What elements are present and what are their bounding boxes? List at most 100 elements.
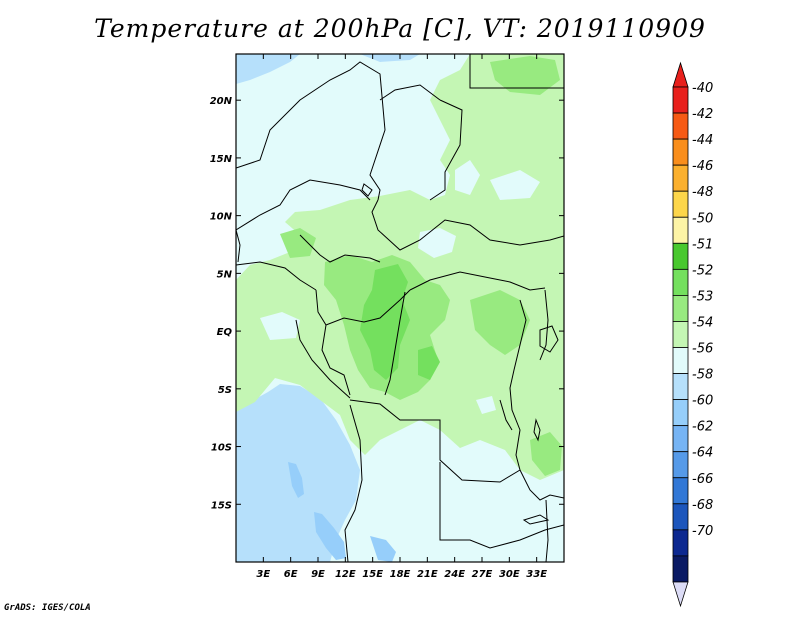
field-region-58-c (370, 536, 396, 562)
colorbar-swatch (672, 242, 689, 270)
colorbar-swatch (672, 112, 689, 140)
colorbar-swatch (672, 86, 689, 114)
border-line (509, 299, 527, 471)
border-line (371, 199, 564, 251)
colorbar-swatch (672, 268, 689, 296)
colorbar-swatch (672, 373, 689, 400)
colorbar-swatch (672, 294, 689, 322)
chart-title: Temperature at 200hPa [C], VT: 201911090… (94, 14, 706, 43)
border-line (236, 229, 241, 263)
colorbar-label: -56 (692, 342, 713, 357)
colorbar-swatch (672, 529, 689, 557)
grads-credit: GrADS: IGES/COLA (4, 603, 91, 613)
colorbar-label: -64 (692, 446, 713, 461)
field-region-53-mid (280, 228, 316, 258)
lon-axis: 3E 6E 9E 12E 15E 18E 21E 24E 27E 30E 33E (256, 54, 547, 580)
field-region-52-east (418, 346, 440, 380)
lat-tick-label: EQ (217, 327, 233, 338)
field-region-52-core (360, 264, 410, 380)
border-line (379, 84, 441, 101)
border-line (429, 99, 463, 201)
lake-outline (522, 514, 550, 525)
colorbar-swatch (672, 216, 689, 244)
colorbar-label: -50 (692, 211, 713, 226)
lat-tick-label: 15N (210, 154, 233, 165)
border-line (409, 271, 546, 291)
lat-tick-label: 5N (217, 269, 233, 280)
lake-outline (533, 418, 541, 442)
field-spot-54-e (260, 312, 300, 340)
lon-tick-label: 15E (362, 569, 383, 580)
colorbar-swatch (672, 321, 689, 348)
colorbar-label: -52 (692, 263, 713, 278)
lon-tick-label: 12E (335, 569, 356, 580)
colorbar: -40 -42 -44 -46 -48 -50 -51 -52 -53 -54 -56 -58 -60 -… (672, 61, 713, 608)
border-line (439, 462, 564, 549)
border-line (295, 319, 351, 399)
lon-tick-label: 30E (499, 569, 520, 580)
border-line (321, 324, 351, 396)
temperature-field (236, 54, 564, 562)
colorbar-label: -66 (692, 472, 713, 487)
field-spot-54-d (476, 396, 496, 414)
colorbar-label: -54 (692, 315, 713, 330)
border-line (469, 54, 564, 89)
colorbar-label: -70 (692, 524, 713, 539)
lat-tick-label: 20N (210, 96, 233, 107)
border-line (545, 499, 549, 562)
lon-tick-label: 18E (390, 569, 411, 580)
colorbar-bottom-arrow (672, 581, 689, 608)
lat-tick-label: 5S (218, 385, 232, 396)
border-line (299, 234, 381, 263)
colorbar-label: -42 (692, 107, 713, 122)
border-line (236, 261, 317, 291)
border-line (236, 61, 386, 201)
lon-tick-label: 21E (417, 569, 438, 580)
colorbar-label: -40 (692, 81, 713, 96)
field-region-53-ne (490, 56, 560, 95)
border-line (236, 179, 371, 231)
field-region-58-a (314, 512, 346, 560)
colorbar-swatch (672, 399, 689, 427)
country-borders (236, 54, 564, 562)
field-region-58-b (288, 462, 304, 498)
field-spot-54-b (490, 170, 540, 200)
border-line (344, 404, 363, 562)
lon-tick-label: 27E (472, 569, 493, 580)
border-line (519, 469, 564, 501)
lon-tick-label: 9E (311, 569, 325, 580)
lat-tick-label: 15S (211, 500, 232, 511)
colorbar-label: -68 (692, 498, 713, 513)
lat-axis: 20N 15N 10N 5N EQ 5S 10S 15S (210, 96, 564, 511)
border-line (539, 289, 549, 361)
field-region-53-se (530, 432, 562, 476)
lake-outline (539, 325, 559, 353)
field-region-53-east (470, 290, 530, 355)
lake-outline (361, 183, 373, 197)
lon-tick-label: 6E (284, 569, 298, 580)
field-spot-54-c (455, 160, 480, 195)
lon-tick-label: 33E (526, 569, 547, 580)
colorbar-swatch (672, 190, 689, 218)
colorbar-swatch (672, 347, 689, 374)
colorbar-swatch (672, 164, 689, 192)
colorbar-label: -60 (692, 394, 713, 409)
field-spot-54-a (418, 228, 456, 258)
colorbar-swatch (672, 138, 689, 166)
colorbar-swatch (672, 503, 689, 531)
border-line (315, 289, 411, 326)
colorbar-label: -46 (692, 159, 713, 174)
field-region-56-nw2 (360, 54, 420, 62)
lon-tick-label: 24E (444, 569, 465, 580)
border-line (349, 399, 521, 483)
field-region-56-nw (236, 54, 300, 84)
colorbar-top-arrow (672, 61, 689, 88)
colorbar-label: -53 (692, 289, 713, 304)
lon-tick-label: 3E (256, 569, 270, 580)
colorbar-swatch (672, 555, 689, 583)
colorbar-label: -48 (692, 185, 713, 200)
lat-tick-label: 10S (211, 443, 232, 454)
colorbar-swatch (672, 477, 689, 505)
colorbar-label: -62 (692, 420, 713, 435)
